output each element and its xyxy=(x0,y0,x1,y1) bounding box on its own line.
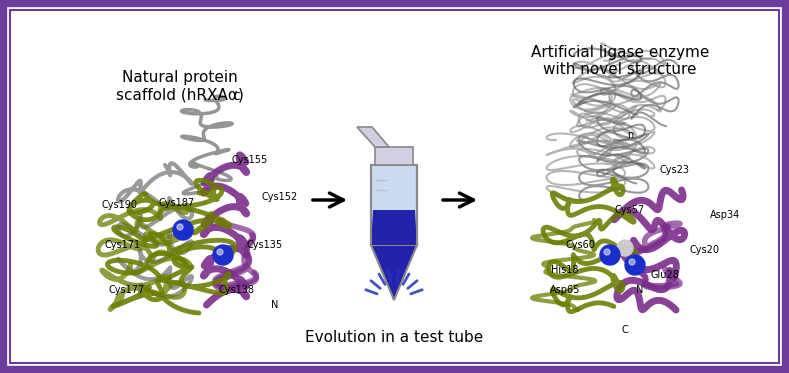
Text: Cys135: Cys135 xyxy=(247,240,283,250)
Text: Cys152: Cys152 xyxy=(262,192,298,202)
Text: Cys177: Cys177 xyxy=(109,285,145,295)
Text: Cys60: Cys60 xyxy=(565,240,595,250)
Circle shape xyxy=(600,245,620,265)
Text: C: C xyxy=(622,325,628,335)
Circle shape xyxy=(629,259,635,265)
Text: n: n xyxy=(627,130,633,140)
Circle shape xyxy=(177,224,183,230)
Text: N: N xyxy=(636,285,644,295)
Text: Cys190: Cys190 xyxy=(102,200,138,210)
Bar xyxy=(375,147,413,165)
Text: Cys138: Cys138 xyxy=(219,285,255,295)
Text: N: N xyxy=(271,300,279,310)
Polygon shape xyxy=(371,245,417,300)
Text: Glu28: Glu28 xyxy=(651,270,679,280)
Text: Cys57: Cys57 xyxy=(615,205,645,215)
Text: Evolution in a test tube: Evolution in a test tube xyxy=(305,330,483,345)
Text: Cys20: Cys20 xyxy=(690,245,720,255)
Circle shape xyxy=(617,240,633,256)
Circle shape xyxy=(213,245,233,265)
Text: Cys187: Cys187 xyxy=(159,198,195,208)
Circle shape xyxy=(173,220,193,240)
Text: Asp65: Asp65 xyxy=(550,285,580,295)
Text: Cys155: Cys155 xyxy=(232,155,268,165)
Circle shape xyxy=(604,249,610,255)
Bar xyxy=(371,165,417,245)
Text: Cys171: Cys171 xyxy=(105,240,141,250)
Polygon shape xyxy=(371,210,417,245)
Text: Cys23: Cys23 xyxy=(660,165,690,175)
Text: His18: His18 xyxy=(552,265,579,275)
Text: C: C xyxy=(234,92,241,102)
Text: Artificial ligase enzyme
with novel structure: Artificial ligase enzyme with novel stru… xyxy=(531,45,709,78)
Circle shape xyxy=(217,249,223,255)
Text: Asp34: Asp34 xyxy=(710,210,740,220)
Circle shape xyxy=(625,255,645,275)
Text: Natural protein
scaffold (hRXAα): Natural protein scaffold (hRXAα) xyxy=(116,70,244,103)
Polygon shape xyxy=(357,127,389,147)
